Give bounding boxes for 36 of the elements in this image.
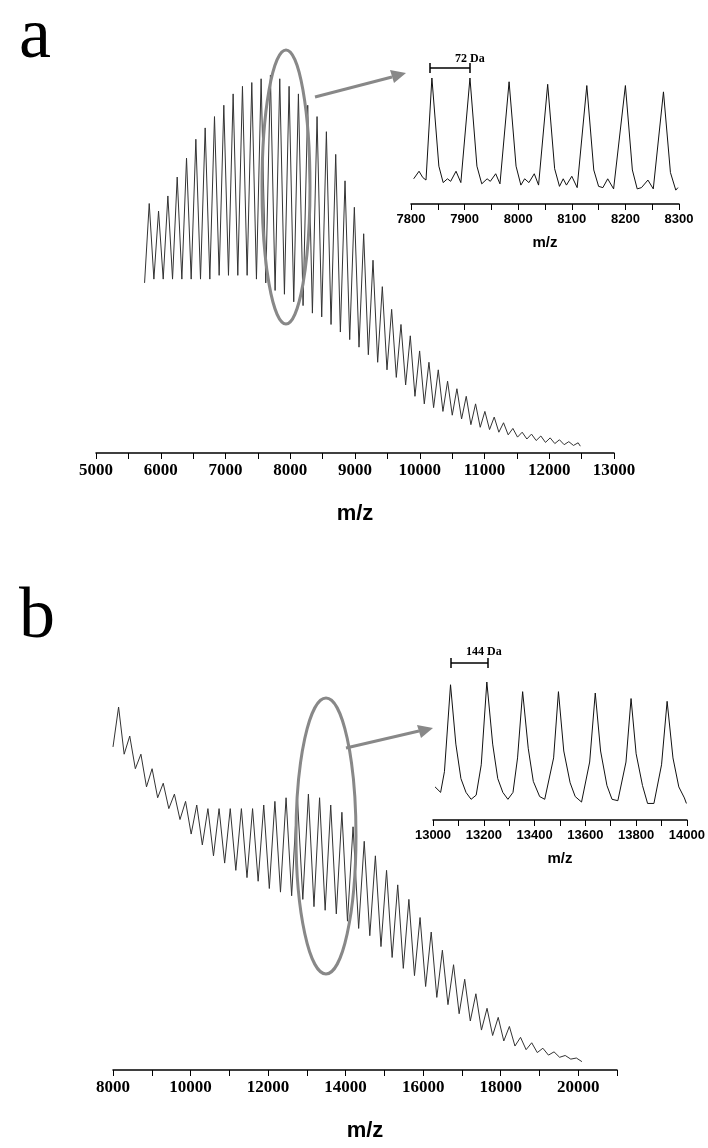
x-tick-label: 12000 <box>528 460 571 479</box>
x-tick-label: 14000 <box>324 1077 367 1096</box>
x-tick-label: 9000 <box>338 460 372 479</box>
x-axis-title: m/z <box>532 233 558 250</box>
chart-title: b <box>19 573 55 653</box>
x-tick-label: 8100 <box>557 211 587 226</box>
x-tick-label: 13200 <box>465 827 502 842</box>
x-axis-title: m/z <box>346 1116 384 1142</box>
x-tick-label: 7900 <box>450 211 480 226</box>
x-tick-label: 13600 <box>567 827 604 842</box>
x-tick-label: 13800 <box>618 827 655 842</box>
x-tick-label: 8200 <box>610 211 640 226</box>
x-tick-label: 7000 <box>208 460 243 479</box>
x-tick-label: 14000 <box>668 827 705 842</box>
x-axis-title: m/z <box>547 849 573 866</box>
text: 144 Da <box>466 644 502 658</box>
x-tick-label: 8000 <box>273 460 308 479</box>
x-tick-label: 10000 <box>398 460 441 479</box>
x-tick-label: 8000 <box>96 1077 130 1096</box>
x-tick-label: 18000 <box>479 1077 522 1096</box>
x-tick-label: 8000 <box>503 211 533 226</box>
x-tick-label: 8300 <box>664 211 694 226</box>
x-axis-title: m/z <box>336 499 374 525</box>
x-tick-label: 6000 <box>143 460 178 479</box>
text: 72 Da <box>455 51 485 65</box>
x-tick-label: 13400 <box>516 827 553 842</box>
x-tick-label: 13000 <box>414 827 452 842</box>
x-tick-label: 5000 <box>79 460 113 479</box>
x-tick-label: 20000 <box>556 1077 600 1096</box>
x-tick-label: 16000 <box>401 1077 445 1096</box>
x-tick-label: 12000 <box>246 1077 290 1096</box>
x-tick-label: 13000 <box>592 460 636 479</box>
x-tick-label: 10000 <box>169 1077 212 1096</box>
chart-title: a <box>19 0 51 73</box>
x-tick-label: 11000 <box>463 460 506 479</box>
x-tick-label: 7800 <box>396 211 426 226</box>
